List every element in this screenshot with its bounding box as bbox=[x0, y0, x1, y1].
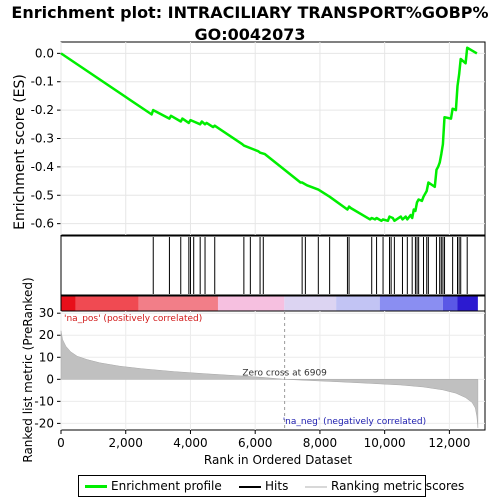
legend-item-enrichment-profile: Enrichment profile bbox=[85, 479, 222, 493]
pos-correlated-label: 'na_pos' (positively correlated) bbox=[64, 314, 202, 324]
colorbar-segment bbox=[75, 296, 139, 311]
hits-panel bbox=[60, 235, 486, 296]
es-ytick-label: -0.6 bbox=[31, 217, 54, 231]
es-panel: 0.0 -0.1 -0.2 -0.3 -0.4 -0.5 -0.6 bbox=[31, 41, 486, 236]
colorbar-segment bbox=[457, 296, 478, 311]
es-ytick-label: 0.0 bbox=[35, 46, 54, 60]
x-axis-label: Rank in Ordered Dataset bbox=[204, 453, 352, 467]
enrichment-profile-line bbox=[60, 46, 478, 223]
rank-ytick-label: -20 bbox=[34, 416, 54, 430]
rank-ylabel: Ranked list metric (PreRanked) bbox=[21, 277, 35, 462]
rank-ytick-label: 20 bbox=[39, 328, 54, 342]
legend: Enrichment profile Hits Ranking metric s… bbox=[78, 475, 464, 497]
colorbar-segment bbox=[284, 296, 337, 311]
colorbar-segment bbox=[442, 296, 458, 311]
legend-item-ranking-metric: Ranking metric scores bbox=[305, 479, 464, 493]
legend-swatch-ranking bbox=[305, 485, 327, 488]
zero-cross-label: Zero cross at 6909 bbox=[242, 368, 327, 378]
es-ylabel: Enrichment score (ES) bbox=[12, 74, 28, 230]
es-ytick-label: -0.1 bbox=[31, 75, 54, 89]
hits-panel-frame bbox=[60, 235, 486, 296]
legend-swatch-enrichment bbox=[85, 485, 107, 488]
chart-title-line2: GO:0042073 bbox=[194, 25, 306, 44]
colorbar-segment bbox=[61, 296, 76, 311]
es-ytick-label: -0.2 bbox=[31, 103, 54, 117]
neg-correlated-label: 'na_neg' (negatively correlated) bbox=[283, 417, 426, 427]
x-tick-label: 4,000 bbox=[173, 436, 207, 450]
x-axis: 0 2,000 4,000 6,000 8,000 10,000 12,000 bbox=[57, 430, 470, 450]
es-ytick-label: -0.4 bbox=[31, 160, 54, 174]
colorbar-segment bbox=[138, 296, 218, 311]
x-tick-label: 12,000 bbox=[428, 436, 470, 450]
es-ytick-label: -0.3 bbox=[31, 132, 54, 146]
rank-ytick-label: 30 bbox=[39, 306, 54, 320]
colorbar-segment bbox=[379, 296, 443, 311]
x-tick-label: 2,000 bbox=[109, 436, 143, 450]
legend-label-enrichment: Enrichment profile bbox=[111, 479, 222, 493]
rank-panel: 30 20 10 0 -10 -20 Zero cross at 6909 'na_pos' … bbox=[34, 306, 486, 431]
colorbar-segment bbox=[336, 296, 380, 311]
x-tick-label: 8,000 bbox=[303, 436, 337, 450]
es-ytick-label: -0.5 bbox=[31, 188, 54, 202]
chart-title: Enrichment plot: INTRACILIARY TRANSPORT%… bbox=[0, 2, 500, 46]
legend-label-ranking: Ranking metric scores bbox=[331, 479, 465, 493]
rank-ytick-label: -10 bbox=[34, 394, 54, 408]
legend-swatch-hits bbox=[239, 485, 261, 488]
x-tick-label: 6,000 bbox=[238, 436, 272, 450]
legend-item-hits: Hits bbox=[239, 479, 288, 493]
x-tick-label: 0 bbox=[57, 436, 65, 450]
x-tick-label: 10,000 bbox=[364, 436, 406, 450]
rank-ytick-label: 0 bbox=[46, 372, 54, 386]
legend-label-hits: Hits bbox=[265, 479, 289, 493]
colorbar-panel bbox=[60, 295, 486, 312]
rank-ytick-label: 10 bbox=[39, 350, 54, 364]
chart-title-line1: Enrichment plot: INTRACILIARY TRANSPORT%… bbox=[11, 3, 489, 22]
colorbar-segment bbox=[217, 296, 285, 311]
